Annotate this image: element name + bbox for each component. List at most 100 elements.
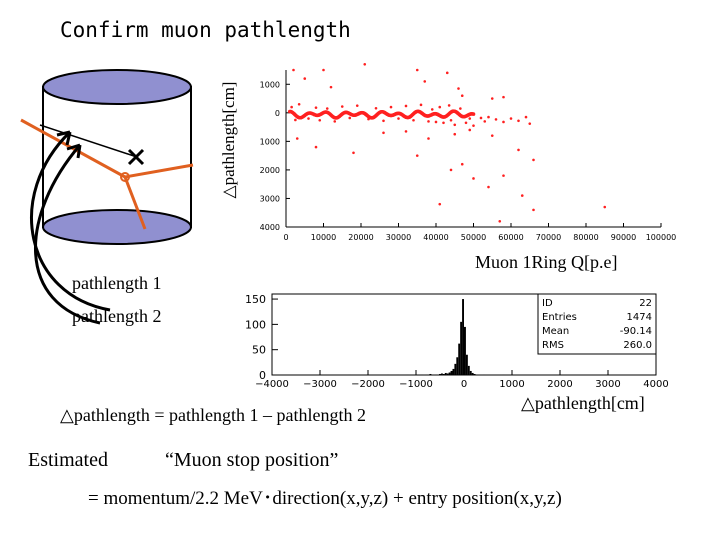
histogram-chart: 0 50 100 150 −4000 −3000 −2000 −1000 0 1000 2000 30…	[245, 293, 669, 390]
scatter-point	[374, 106, 378, 110]
hist-bar	[452, 368, 455, 375]
hist-bar	[469, 370, 472, 375]
scatter-point	[449, 168, 453, 172]
hist-bar	[439, 373, 441, 375]
scatter-point	[459, 107, 462, 110]
scatter-point	[412, 118, 415, 122]
scatter-point	[355, 104, 359, 107]
scatter-point	[404, 104, 408, 108]
scatter-x-tick-label: 100000	[646, 233, 676, 242]
hist-bar	[450, 370, 453, 375]
scatter-point	[292, 68, 295, 72]
hist-bar	[446, 373, 449, 375]
scatter-point	[367, 117, 370, 121]
hist-bar	[460, 321, 463, 375]
hist-x-tick-label: −2000	[351, 379, 385, 390]
scatter-point	[329, 85, 333, 89]
scatter-point	[464, 121, 468, 125]
scatter-point	[389, 105, 393, 109]
scatter-point	[333, 120, 337, 123]
stats-row-value: 1474	[627, 312, 652, 323]
stats-row-value: 260.0	[623, 340, 652, 351]
scatter-point	[502, 174, 505, 177]
hist-y-tick-label: 100	[245, 318, 266, 331]
scatter-point	[438, 202, 442, 206]
stats-row-label: Entries	[542, 312, 577, 323]
scatter-point	[314, 106, 318, 109]
hist-bar	[429, 373, 432, 375]
scatter-point	[363, 62, 367, 66]
estimated-quote: “Muon stop position”	[165, 449, 339, 471]
scatter-point	[509, 117, 513, 120]
hist-bar	[448, 372, 451, 375]
hist-y-tick-label: 50	[252, 344, 266, 357]
scatter-point	[438, 105, 442, 109]
hist-bar	[454, 363, 457, 375]
hist-xlabel: △pathlength[cm]	[521, 393, 645, 413]
scatter-point	[297, 102, 301, 106]
scatter-point	[472, 124, 475, 127]
hist-bar	[473, 373, 476, 375]
scatter-point	[427, 120, 430, 123]
arrow-icon	[30, 130, 111, 325]
scatter-point	[434, 120, 438, 124]
slide-title: Confirm muon pathlength	[60, 18, 351, 42]
scatter-x-tick-label: 10000	[311, 233, 336, 242]
scatter-point	[314, 145, 318, 149]
hist-bar	[406, 374, 409, 375]
scatter-point	[318, 118, 322, 122]
detector-diagram	[20, 69, 194, 325]
hist-bar	[442, 373, 445, 375]
scatter-point	[603, 205, 607, 209]
scatter-point	[487, 115, 490, 119]
scatter-point	[532, 208, 535, 212]
scatter-x-tick-label: 90000	[611, 233, 636, 242]
hist-bar	[425, 374, 428, 375]
hist-bar	[320, 374, 322, 375]
hist-bar	[444, 372, 447, 375]
scatter-y-tick-label: 3000	[260, 194, 280, 203]
scatter-point	[490, 97, 494, 100]
scatter-y-tick-label: 2000	[260, 166, 280, 175]
hist-x-tick-label: 2000	[547, 379, 572, 390]
hist-bar	[462, 299, 464, 375]
hist-bar	[420, 374, 423, 375]
scatter-point	[528, 122, 532, 125]
hist-bar	[458, 343, 461, 375]
scatter-point	[382, 119, 385, 123]
scatter-point	[352, 151, 355, 155]
scatter-point	[502, 95, 505, 99]
scatter-point	[445, 71, 449, 75]
hist-bar	[387, 374, 390, 375]
scatter-point	[415, 68, 419, 72]
scatter-point	[468, 117, 472, 120]
estimated-label: Estimated	[28, 449, 108, 471]
stats-row-label: RMS	[542, 340, 564, 351]
hist-bar	[465, 354, 468, 375]
scatter-x-tick-label: 0	[283, 233, 288, 242]
scatter-point	[502, 120, 505, 124]
scatter-point	[471, 112, 476, 116]
scatter-point	[295, 137, 299, 140]
hist-bar	[348, 374, 351, 375]
scatter-y-tick-label: 0	[275, 109, 280, 118]
scatter-point	[453, 132, 457, 136]
stop-cross-icon	[127, 148, 145, 166]
scatter-point	[517, 148, 520, 152]
hist-bar	[483, 374, 486, 375]
scatter-point	[490, 134, 494, 137]
scatter-point	[460, 94, 464, 97]
scatter-point	[517, 119, 520, 123]
scatter-y-tick-label: 4000	[260, 223, 280, 232]
scatter-point	[427, 137, 430, 140]
scatter-point	[453, 123, 457, 127]
cylinder-detector-icon	[42, 69, 192, 245]
hist-bar	[435, 374, 438, 375]
hist-bar	[396, 374, 399, 375]
stats-row-value: -90.14	[620, 326, 652, 337]
legend-pathlength-1: pathlength 1	[72, 273, 162, 293]
scatter-point	[442, 121, 445, 125]
hist-x-tick-label: −3000	[303, 379, 337, 390]
scatter-point	[415, 154, 419, 157]
hist-x-tick-label: 4000	[643, 379, 668, 390]
